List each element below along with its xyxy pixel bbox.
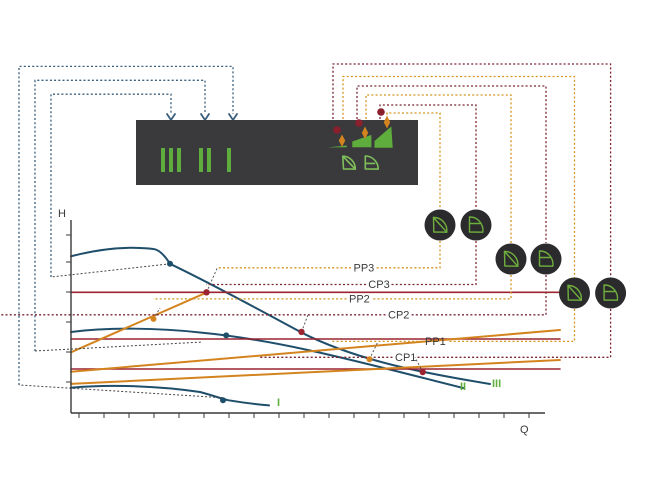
svg-text:CP3: CP3 (368, 279, 389, 291)
svg-text:CP1: CP1 (395, 352, 416, 364)
svg-text:PP3: PP3 (354, 263, 375, 275)
svg-text:PP2: PP2 (349, 294, 370, 306)
svg-text:CP2: CP2 (388, 310, 409, 322)
svg-text:II: II (460, 381, 466, 393)
svg-text:PP1: PP1 (425, 336, 446, 348)
svg-text:I: I (277, 397, 280, 409)
svg-text:III: III (492, 378, 501, 390)
